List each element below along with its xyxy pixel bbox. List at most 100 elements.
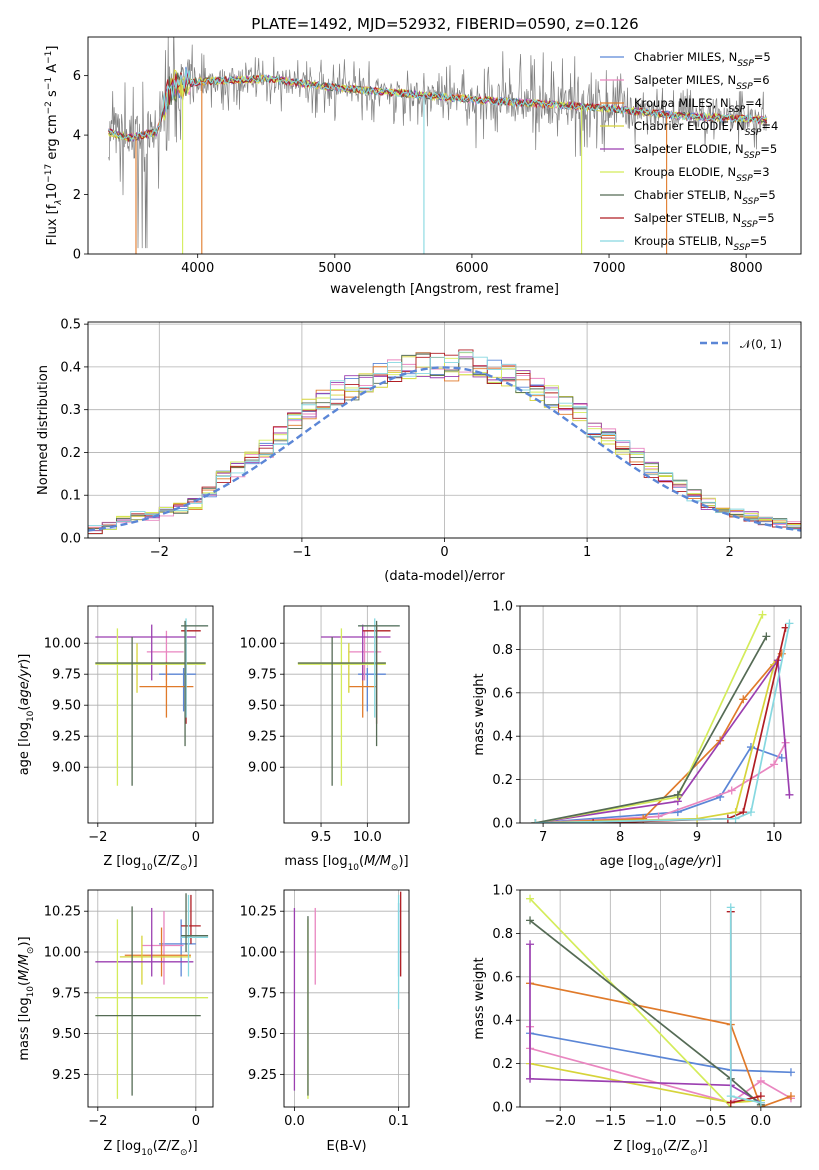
histogram-step: [88, 351, 801, 538]
mass-z-panel-marks: [95, 893, 209, 1099]
normal-curve: [88, 366, 801, 532]
mass-weight-age-panel-ytick-label: 0.0: [492, 817, 513, 832]
legend-entry: Kroupa STELIB, NSSP=5: [634, 234, 767, 253]
mass-weight-age-panel-ytick-label: 0.2: [492, 773, 513, 788]
age-z-panel-ytick-label: 9.75: [52, 668, 81, 683]
mass-ebv-panel-xtick-label: 0.1: [388, 1114, 409, 1129]
mass-weight-line: [729, 907, 762, 1104]
spectrum-panel-ytick-label: 4: [73, 129, 81, 144]
age-z-panel-frame: [87, 605, 214, 824]
mass-weight-z-ylabel: mass weight: [472, 957, 487, 1039]
age-mass-panel-ytick-label: 9.25: [248, 730, 277, 745]
mass-weight-line: [535, 657, 791, 823]
mass-weight-marker: [589, 819, 598, 823]
age-z-panel-ytick-label: 10.00: [44, 637, 81, 652]
mass-weight-marker: [526, 894, 535, 903]
spectrum-panel-frame: [87, 36, 802, 255]
mass-weight-line: [535, 742, 787, 823]
mass-weight-marker: [756, 1076, 765, 1085]
mass-weight-marker: [727, 786, 736, 795]
mass-weight-marker: [786, 1068, 795, 1077]
legend-entry: Chabrier STELIB, NSSP=5: [634, 188, 776, 207]
age-mass-panel-ytick-label: 9.75: [248, 668, 277, 683]
histogram-panel-ytick-label: 0.2: [60, 446, 81, 461]
mass-z-panel-xtick-label: −2: [88, 1114, 107, 1129]
legend-entry: Salpeter ELODIE, NSSP=5: [634, 142, 777, 161]
mass-z-panel-ytick-label: 10.25: [44, 905, 81, 920]
histogram-panel-marks: [88, 349, 801, 538]
histogram-ylabel: Normed distribution: [36, 365, 51, 495]
mass-weight-line: [535, 623, 791, 823]
mass-weight-age-panel-frame: [519, 605, 802, 824]
mass-z-panel-ytick-label: 9.50: [52, 1027, 81, 1042]
histogram-panel-frame: [87, 321, 802, 539]
spectrum-panel-xtick-label: 7000: [592, 261, 625, 276]
age-mass-panel-ytick-label: 10.00: [240, 637, 277, 652]
mass-weight-line: [729, 911, 762, 1104]
mass-ebv-panel-ytick-label: 10.25: [240, 905, 277, 920]
mass-weight-marker: [526, 1074, 535, 1083]
age-mass-panel-xtick-label: 10.0: [353, 830, 382, 845]
histogram-panel-xtick-label: 1: [583, 545, 591, 560]
mass-weight-age-panel: 7 8 9 10 0.0 0.2 0.4 0.6 0.8 1.0 age [log10(age/yr…: [472, 600, 802, 873]
mass-weight-line: [529, 944, 762, 1104]
histogram-panel-ytick-label: 0.0: [60, 532, 81, 547]
mass-weight-marker: [758, 610, 767, 619]
mass-weight-age-panel-marks: [531, 610, 794, 823]
age-z-ylabel: age [log10(age/yr)]: [17, 654, 36, 776]
histogram-panel-xtick-label: 2: [726, 545, 734, 560]
histogram-legend-label: 𝒩(0, 1): [740, 337, 782, 351]
mass-weight-z-panel-ytick-label: 0.2: [492, 1057, 513, 1072]
mass-z-panel-ytick-label: 9.25: [52, 1068, 81, 1083]
mass-weight-z-panel-marks: [526, 894, 795, 1107]
spectrum-panel-ytick-label: 0: [73, 248, 81, 263]
mass-ebv-panel-marks: [293, 891, 402, 1099]
histogram-panel-ytick-label: 0.3: [60, 403, 81, 418]
mass-weight-z-panel-xtick-label: −2.0: [544, 1114, 576, 1129]
spectrum-panel: 4000 5000 6000 7000 8000 0 2 4 6 wavelength [Angs…: [44, 36, 802, 297]
spectrum-panel-xtick-label: 5000: [318, 261, 351, 276]
age-z-panel-ytick-label: 9.25: [52, 730, 81, 745]
mass-ebv-panel: 0.0 0.1 9.25 9.50 9.75 10.00 10.25 E(B-V): [240, 889, 410, 1154]
spectrum-panel-marks: [108, 37, 768, 254]
histogram-panel-xtick-label: −2: [150, 545, 169, 560]
age-mass-panel-ytick-label: 9.50: [248, 699, 277, 714]
mass-weight-age-panel-ytick-label: 0.4: [492, 730, 513, 745]
mass-weight-age-panel-xtick-label: 10: [766, 830, 783, 845]
legend-entry: Salpeter STELIB, NSSP=5: [634, 211, 775, 230]
mass-weight-line: [535, 635, 768, 823]
mass-weight-z-panel: −2.0 −1.5 −1.0 −0.5 0.0 0.0 0.2 0.4 0.6 0.8 1.0 Z […: [472, 884, 802, 1158]
age-z-xlabel: Z [log10(Z/Z⊙)]: [103, 854, 197, 873]
mass-weight-z-panel-ytick-label: 0.4: [492, 1014, 513, 1029]
mass-weight-marker: [726, 1092, 735, 1101]
mass-weight-marker: [785, 619, 794, 628]
spectrum-panel-xtick-label: 8000: [730, 261, 763, 276]
mass-weight-age-panel-xtick-label: 7: [539, 830, 547, 845]
mass-weight-age-panel-ytick-label: 0.8: [492, 643, 513, 658]
mass-weight-marker: [756, 1098, 765, 1107]
spectrum-ylabel: Flux [fλ10−17 erg cm−2 s−1 A−1]: [44, 46, 64, 246]
mass-weight-marker: [726, 903, 735, 912]
mass-z-panel-ytick-label: 9.75: [52, 986, 81, 1001]
spectrum-panel-ytick-label: 2: [73, 188, 81, 203]
mass-weight-marker: [531, 819, 540, 823]
age-mass-panel: 9.5 10.0 9.00 9.25 9.50 9.75 10.00 mass [log10(…: [240, 605, 410, 873]
spectrum-xlabel: wavelength [Angstrom, rest frame]: [330, 282, 559, 297]
mass-z-panel-ytick-label: 10.00: [44, 946, 81, 961]
age-z-panel-marks: [95, 618, 209, 786]
mass-weight-marker: [746, 743, 755, 752]
mass-weight-age-ylabel: mass weight: [472, 673, 487, 755]
histogram-panel-ytick-label: 0.4: [60, 360, 81, 375]
mass-weight-line: [535, 653, 783, 823]
age-mass-xlabel: mass [log10(M/M⊙)]: [284, 854, 408, 873]
mass-weight-age-panel-ytick-label: 1.0: [492, 600, 513, 615]
mass-weight-age-panel-xtick-label: 8: [616, 830, 624, 845]
mass-weight-z-xlabel: Z [log10(Z/Z⊙)]: [613, 1139, 707, 1158]
mass-ebv-xlabel: E(B-V): [326, 1139, 366, 1154]
mass-weight-age-panel-xtick-label: 9: [693, 830, 701, 845]
mass-weight-age-panel-ytick-label: 0.6: [492, 686, 513, 701]
mass-weight-z-panel-xtick-label: −1.0: [645, 1114, 677, 1129]
mass-weight-marker: [746, 808, 755, 817]
mass-weight-age-xlabel: age [log10(age/yr)]: [600, 854, 722, 873]
